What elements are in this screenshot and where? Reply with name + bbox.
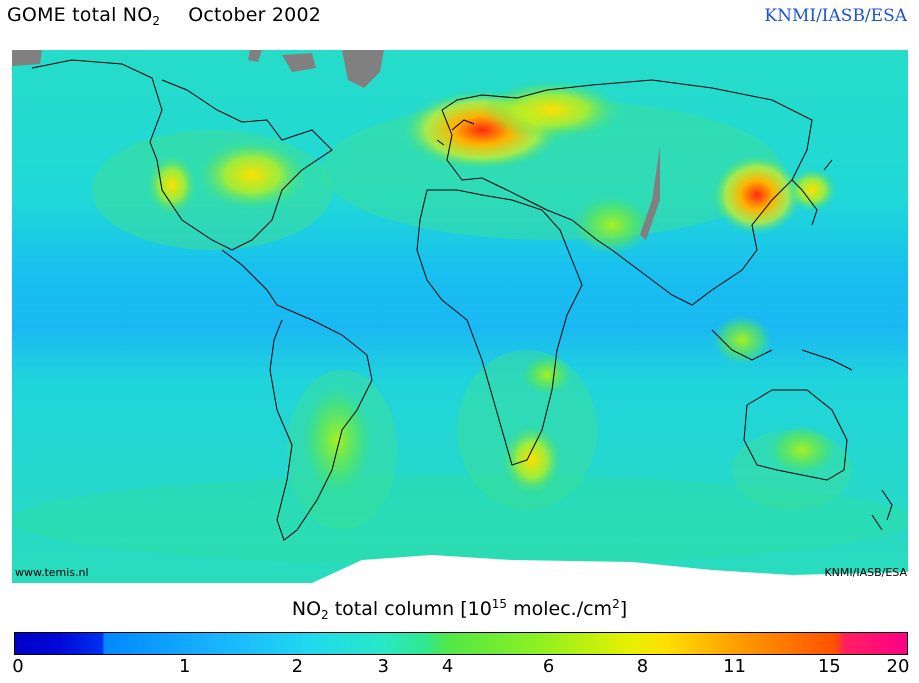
colorbar-label-mid: total column [10 [328, 598, 492, 620]
colorbar [14, 632, 908, 655]
colorbar-tick-label: 1 [179, 656, 191, 677]
colorbar-ticks: 0 1 2 3 4 6 8 11 15 20 [0, 656, 919, 682]
title-period: October 2002 [188, 4, 322, 26]
colorbar-tick-label: 4 [441, 656, 454, 677]
colorbar-label-sup: 15 [491, 597, 508, 611]
colorbar-tick-label: 15 [817, 656, 841, 677]
colorbar-label-end: ] [619, 598, 628, 620]
header-credit: KNMI/IASB/ESA [764, 6, 907, 26]
no-data-antarctic [12, 555, 908, 583]
no-data-tibet [640, 146, 660, 240]
colorbar-tick-label: 6 [542, 656, 555, 677]
colorbar-tick-label: 20 [886, 656, 910, 677]
title-species: GOME total NO [7, 4, 153, 26]
colorbar-tick-label: 3 [377, 656, 389, 677]
hotspot-s-africa [502, 425, 562, 495]
colorbar-label-sup2: 2 [612, 597, 620, 611]
colorbar-tick-label: 2 [291, 656, 304, 677]
colorbar-label: NO2 total column [1015 molec./cm2] [0, 597, 919, 622]
map-footer-right: KNMI/IASB/ESA [824, 566, 907, 579]
hotspot-s-america [302, 385, 372, 495]
colorbar-tick-label: 0 [12, 656, 24, 677]
colorbar-label-unit: molec./cm [507, 598, 613, 620]
colorbar-label-sub: 2 [321, 608, 329, 622]
no-data-greenland [342, 50, 384, 88]
hotspot-us [197, 140, 307, 210]
hotspot-china [712, 155, 802, 235]
colorbar-tick-label: 8 [636, 656, 649, 677]
chart-title: GOME total NO2 October 2002 [7, 4, 321, 28]
map-footer-left: www.temis.nl [15, 566, 89, 579]
colorbar-label-species: NO [291, 598, 322, 620]
colorbar-tick-label: 11 [723, 656, 747, 677]
no2-world-map [12, 50, 908, 583]
title-subscript: 2 [152, 14, 161, 28]
